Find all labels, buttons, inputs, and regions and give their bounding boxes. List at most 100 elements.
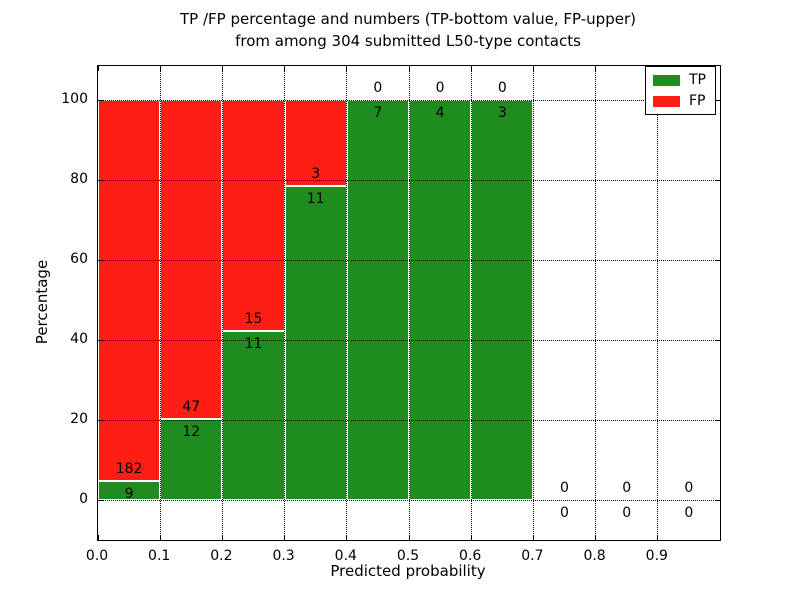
fp-count-label: 0 xyxy=(497,80,507,96)
x-tick-mark xyxy=(470,535,472,540)
tp-count-label: 0 xyxy=(622,505,632,521)
legend: TP FP xyxy=(645,66,716,115)
chart-title: TP /FP percentage and numbers (TP-bottom… xyxy=(97,8,719,52)
y-tick-mark xyxy=(98,339,103,341)
fp-count-label: 47 xyxy=(182,398,201,415)
fp-count-label: 3 xyxy=(311,165,321,182)
y-tick-mark xyxy=(98,419,103,421)
x-tick-mark-top xyxy=(408,66,410,71)
y-tick-mark-right xyxy=(715,179,720,181)
x-tick-mark xyxy=(284,535,286,540)
fp-legend-label: FP xyxy=(689,93,706,109)
fp-count-label: 0 xyxy=(622,480,632,496)
vertical-gridline xyxy=(159,66,161,540)
chart-title-line2: from among 304 submitted L50-type contac… xyxy=(235,32,581,50)
x-tick-label: 0.6 xyxy=(459,548,482,564)
x-tick-label: 0.5 xyxy=(396,548,420,564)
legend-item-tp: TP xyxy=(653,72,706,88)
x-tick-label: 0.7 xyxy=(521,548,544,564)
y-tick-mark xyxy=(98,499,103,501)
x-tick-mark xyxy=(97,535,99,540)
y-tick-mark-right xyxy=(715,259,720,261)
tp-bar-segment xyxy=(284,185,347,500)
x-tick-mark-top xyxy=(346,66,348,71)
x-tick-mark xyxy=(159,535,161,540)
fp-bar-segment xyxy=(98,100,161,482)
x-tick-mark-top xyxy=(159,66,161,71)
vertical-gridline xyxy=(221,66,223,540)
x-tick-label: 0.3 xyxy=(272,548,295,564)
x-tick-label: 0.1 xyxy=(148,548,171,564)
horizontal-gridline xyxy=(98,99,720,101)
tp-count-label: 9 xyxy=(124,486,134,503)
chart-title-line1: TP /FP percentage and numbers (TP-bottom… xyxy=(180,10,636,28)
y-tick-label: 80 xyxy=(70,171,88,187)
vertical-gridline xyxy=(284,66,286,540)
y-tick-mark xyxy=(98,99,103,101)
horizontal-gridline xyxy=(98,499,720,501)
tp-legend-swatch xyxy=(653,74,680,86)
horizontal-gridline xyxy=(98,339,720,341)
vertical-gridline xyxy=(595,66,597,540)
x-tick-mark xyxy=(346,535,348,540)
x-tick-mark xyxy=(408,535,410,540)
x-tick-label: 0.4 xyxy=(334,548,357,564)
tp-bar-segment xyxy=(160,418,223,500)
tp-count-label: 11 xyxy=(244,335,263,352)
x-tick-mark-top xyxy=(532,66,534,71)
x-tick-mark xyxy=(595,535,597,540)
fp-count-label: 182 xyxy=(115,461,143,478)
plot-area: 182 9 47 12 15 11 3 11 0 7 0 4 0 3 0 0 0 0 0 0 xyxy=(97,65,721,541)
legend-item-fp: FP xyxy=(653,93,706,109)
fp-count-label: 15 xyxy=(244,310,263,327)
x-tick-label: 0.9 xyxy=(645,548,668,564)
x-tick-mark xyxy=(532,535,534,540)
vertical-gridline xyxy=(532,66,534,540)
tp-bar-segment xyxy=(222,330,285,500)
tp-count-label: 12 xyxy=(182,423,201,440)
x-tick-mark-top xyxy=(221,66,223,71)
x-tick-mark-top xyxy=(470,66,472,71)
y-tick-mark-right xyxy=(715,419,720,421)
horizontal-gridline xyxy=(98,259,720,261)
fp-count-label: 0 xyxy=(560,480,569,496)
x-tick-mark-top xyxy=(284,66,286,71)
x-tick-label: 0.8 xyxy=(583,548,606,564)
vertical-gridline xyxy=(657,66,659,540)
y-tick-label: 60 xyxy=(70,251,88,267)
y-tick-label: 20 xyxy=(70,411,88,427)
tp-count-label: 0 xyxy=(560,505,569,521)
y-tick-label: 40 xyxy=(70,331,88,347)
tp-count-label: 7 xyxy=(373,105,383,121)
y-tick-mark-right xyxy=(715,499,720,501)
x-tick-mark-top xyxy=(97,66,99,71)
vertical-gridline xyxy=(346,66,348,540)
tp-bar-segment xyxy=(98,481,161,500)
x-tick-label: 0.0 xyxy=(85,548,109,564)
y-tick-mark xyxy=(98,179,103,181)
vertical-gridline xyxy=(470,66,472,540)
fp-count-label: 0 xyxy=(684,480,694,496)
y-tick-label: 100 xyxy=(61,91,88,107)
y-tick-mark-right xyxy=(715,99,720,101)
x-tick-mark xyxy=(657,535,659,540)
tp-count-label: 3 xyxy=(497,105,507,121)
fp-legend-swatch xyxy=(653,95,680,107)
horizontal-gridline xyxy=(98,419,720,421)
tp-bar-segment xyxy=(346,100,409,500)
fp-count-label: 0 xyxy=(373,80,383,96)
vertical-gridline xyxy=(408,66,410,540)
fp-count-label: 0 xyxy=(435,80,445,96)
fp-bar-segment xyxy=(222,100,285,331)
x-axis-label: Predicted probability xyxy=(330,562,486,580)
tp-count-label: 11 xyxy=(306,190,325,207)
x-tick-label: 0.2 xyxy=(210,548,233,564)
tp-count-label: 0 xyxy=(684,505,694,521)
tp-bar-segment xyxy=(471,100,534,500)
y-tick-mark xyxy=(98,259,103,261)
fp-bar-segment xyxy=(284,100,347,186)
tp-count-label: 4 xyxy=(435,105,445,121)
tp-legend-label: TP xyxy=(689,72,706,88)
tp-bar-segment xyxy=(409,100,472,500)
